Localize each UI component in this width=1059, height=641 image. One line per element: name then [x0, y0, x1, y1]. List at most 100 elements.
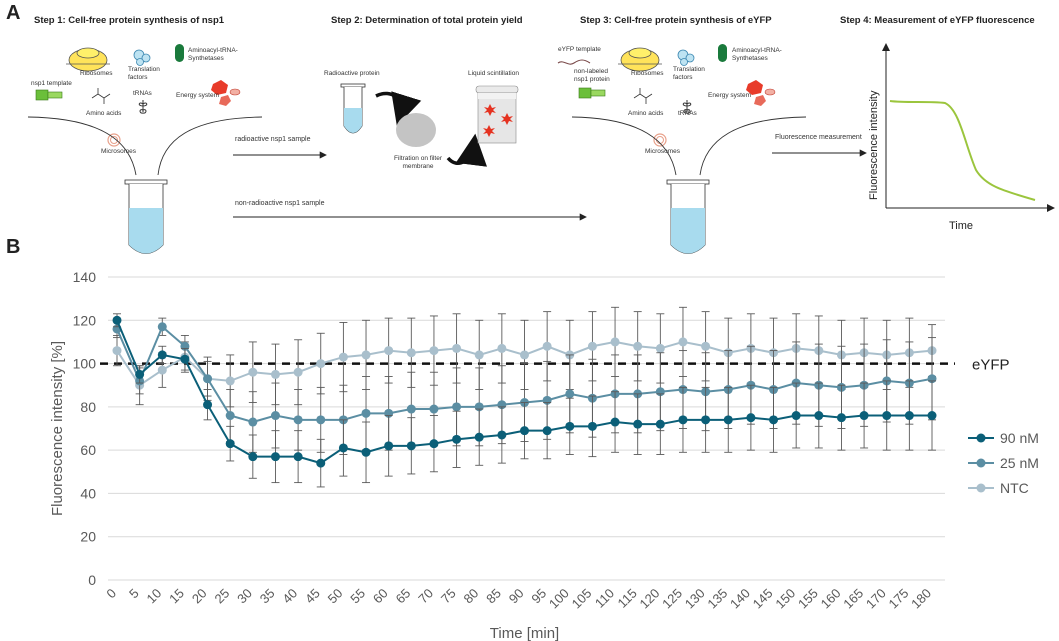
step3-energy-label: Energy system: [708, 92, 751, 99]
x-tick-label: 65: [393, 586, 414, 607]
data-point: [746, 413, 756, 423]
data-point: [610, 337, 620, 347]
data-point: [270, 369, 280, 379]
data-point: [203, 400, 213, 410]
data-point: [520, 350, 529, 360]
step1-title: Step 1: Cell-free protein synthesis of n…: [34, 15, 225, 26]
step1-funnel-right: [157, 116, 263, 176]
step4-xlabel: Time: [949, 220, 973, 232]
data-point: [361, 408, 371, 418]
data-point: [361, 350, 371, 360]
step2-scintillation-label: Liquid scintillation: [468, 70, 519, 77]
data-point: [429, 346, 439, 356]
x-tick-label: 30: [234, 586, 255, 607]
data-point: [633, 419, 643, 429]
step1-energy-system-icon: [211, 80, 241, 106]
x-tick-label: 120: [637, 586, 663, 612]
data-point: [678, 415, 688, 425]
data-point: [587, 341, 597, 351]
radioactive-tube-icon: [340, 83, 366, 134]
data-point: [565, 421, 575, 431]
step3-tube-icon: [666, 179, 710, 254]
step3-translation-factors-label: Translation factors: [673, 66, 705, 81]
x-tick-label: 10: [144, 586, 165, 607]
data-point: [157, 365, 167, 375]
data-point: [520, 426, 529, 436]
data-point: [610, 417, 620, 427]
data-point: [701, 415, 711, 425]
step3-aminoacyl-label: Aminoacyl-tRNA-Synthetases: [732, 47, 782, 62]
x-tick-label: 155: [795, 586, 821, 612]
x-tick-label: 160: [818, 586, 844, 612]
y-tick-label: 100: [73, 356, 97, 372]
data-point: [316, 415, 326, 425]
data-point: [338, 443, 348, 453]
y-ticks: 0 20 40 60 80 100 120 140: [73, 269, 97, 588]
data-point: [316, 359, 326, 369]
y-tick-label: 120: [73, 312, 97, 328]
step3-microsomes-label: Microsomes: [645, 148, 681, 155]
step1-amino-acids-icon: [91, 88, 111, 104]
x-tick-label: 100: [546, 586, 572, 612]
data-point: [270, 452, 280, 462]
legend-swatch-marker: [976, 483, 986, 493]
step3-trna-icon: [682, 100, 692, 114]
x-tick-label: 60: [370, 586, 391, 607]
data-point: [836, 413, 846, 423]
radioactive-arrow-label: radioactive nsp1 sample: [235, 136, 311, 143]
x-tick-label: 140: [727, 586, 753, 612]
step3-non-labeled-label: non-labeled nsp1 protein: [574, 68, 610, 83]
step3-title: Step 3: Cell-free protein synthesis of e…: [580, 15, 772, 26]
x-tick-label: 75: [438, 586, 459, 607]
y-tick-label: 140: [73, 269, 97, 285]
step1-nsp1-template-icon: [35, 89, 63, 101]
x-tick-label: 0: [103, 586, 119, 602]
legend: 90 nM 25 nM NTC: [968, 430, 1039, 496]
step1-trnas-label: tRNAs: [133, 90, 152, 97]
step3-ribosome-icon: [618, 47, 662, 72]
x-tick-label: 70: [415, 586, 436, 607]
data-point: [248, 417, 258, 427]
data-point: [338, 352, 348, 362]
x-tick-label: 95: [528, 586, 549, 607]
y-tick-label: 60: [80, 442, 96, 458]
fluorescence-arrow-label: Fluorescence measurement: [775, 134, 862, 141]
data-point: [248, 452, 258, 462]
data-point: [384, 441, 394, 451]
data-point: [814, 411, 824, 421]
x-tick-label: 175: [886, 586, 912, 612]
step3-ribosomes-label: Ribosomes: [631, 70, 664, 77]
step3-translation-factors-icon: [677, 49, 695, 66]
data-point: [316, 458, 326, 468]
x-tick-label: 105: [569, 586, 595, 612]
x-tick-label: 25: [211, 586, 232, 607]
data-point: [293, 367, 303, 377]
y-tick-label: 40: [80, 485, 96, 501]
step3-amino-acids-icon: [633, 88, 653, 104]
step1-aminoacyl-label: Aminoacyl-tRNA-Synthetases: [188, 47, 238, 62]
non-radioactive-arrow-label: non-radioactive nsp1 sample: [235, 200, 325, 207]
data-point: [112, 346, 122, 356]
legend-label: NTC: [1000, 480, 1029, 496]
reference-line: eYFP: [100, 357, 1010, 374]
filter-membrane-icon: [396, 113, 436, 147]
x-tick-label: 90: [506, 586, 527, 607]
step1-amino-acids-label: Amino acids: [86, 110, 122, 117]
non-labeled-nsp1-icon: [578, 87, 606, 99]
data-point: [452, 434, 462, 444]
data-point: [157, 322, 167, 332]
data-point: [180, 354, 190, 364]
data-point: [293, 452, 303, 462]
data-point: [112, 315, 122, 325]
radioactivity-icon: [483, 104, 513, 137]
step3-eyfp-template-label: eYFP template: [558, 46, 601, 53]
x-tick-label: 40: [279, 586, 300, 607]
x-tick-label: 45: [302, 586, 323, 607]
step2-title: Step 2: Determination of total protein y…: [331, 15, 523, 26]
x-tick-label: 50: [325, 586, 346, 607]
step1-translation-factors-icon: [133, 49, 151, 66]
data-point: [452, 402, 462, 412]
step1-ribosomes-label: Ribosomes: [80, 70, 113, 77]
y-tick-label: 80: [80, 399, 96, 415]
